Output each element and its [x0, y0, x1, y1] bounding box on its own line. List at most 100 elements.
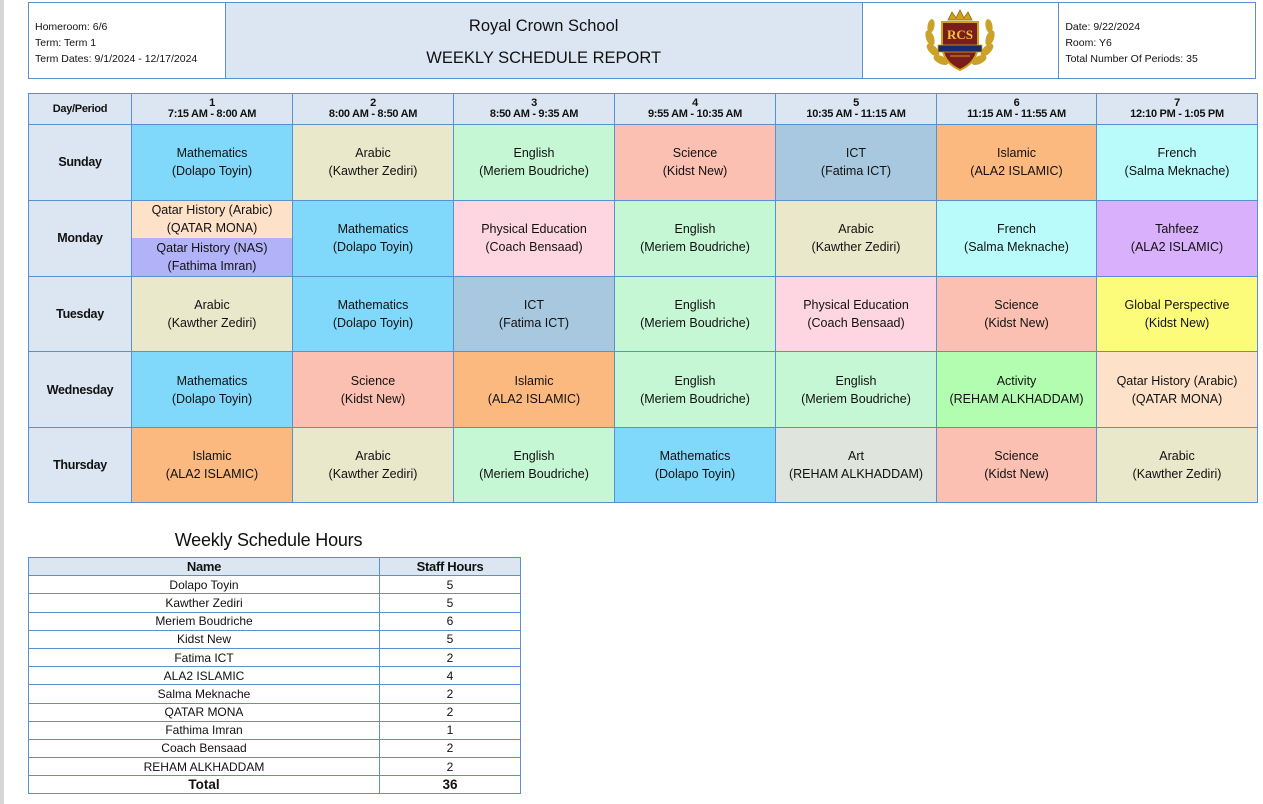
- hours-row: REHAM ALKHADDAM 2: [28, 757, 521, 777]
- day-row-sunday: Sunday Mathematics (Dolapo Toyin) Arabic (Ka…: [28, 124, 1258, 201]
- day-row-wednesday: Wednesday Mathematics (Dolapo Toyin) Scienc…: [28, 351, 1258, 428]
- period-time: 8:50 AM - 9:35 AM: [489, 108, 579, 120]
- class-cell: Islamic (ALA2 ISLAMIC): [936, 124, 1097, 201]
- subject-name: Science: [350, 373, 396, 388]
- period-time: 9:55 AM - 10:35 AM: [647, 108, 743, 120]
- teacher-name: (Coach Bensaad): [807, 316, 905, 331]
- class-cell: Art (REHAM ALKHADDAM): [775, 426, 937, 504]
- teacher-name: (Meriem Boudriche): [801, 391, 911, 406]
- teacher-name: (Kawther Zediri): [328, 164, 418, 179]
- subject-name: Qatar History (Arabic): [151, 203, 273, 218]
- period-header-row: Day/Period 1 7:15 AM - 8:00 AM 2 8:00 AM -…: [28, 93, 1258, 125]
- period-header: 2 8:00 AM - 8:50 AM: [292, 93, 454, 125]
- class-cell: Science (Kidst New): [614, 124, 776, 201]
- subject-name: English: [674, 373, 716, 388]
- class-cell: English (Meriem Boudriche): [614, 275, 776, 353]
- teacher-name: (REHAM ALKHADDAM): [949, 391, 1084, 406]
- period-number: 6: [1013, 97, 1020, 109]
- schedule-grid: Day/Period 1 7:15 AM - 8:00 AM 2 8:00 AM -…: [28, 93, 1258, 504]
- staff-name: Meriem Boudriche: [28, 611, 380, 631]
- period-time: 11:15 AM - 11:55 AM: [967, 108, 1066, 120]
- staff-hours: 5: [379, 593, 521, 613]
- subject-name: Tahfeez: [1155, 222, 1199, 237]
- hours-row: ALA2 ISLAMIC 4: [28, 666, 521, 686]
- teacher-name: (Kidst New): [1144, 316, 1210, 331]
- report-title: WEEKLY SCHEDULE REPORT: [426, 49, 662, 67]
- staff-name: QATAR MONA: [28, 702, 380, 722]
- teacher-name: (ALA2 ISLAMIC): [970, 164, 1063, 179]
- period-header: 3 8:50 AM - 9:35 AM: [453, 93, 615, 125]
- staff-hours: 5: [379, 629, 521, 649]
- staff-name: Kawther Zediri: [28, 593, 380, 613]
- subject-name: Physical Education: [803, 298, 909, 313]
- hours-table: Name Staff Hours Dolapo Toyin 5 Kawther Ze…: [28, 556, 521, 795]
- class-cell: Physical Education (Coach Bensaad): [453, 199, 615, 277]
- class-cell: Tahfeez (ALA2 ISLAMIC): [1096, 199, 1258, 277]
- day-label: Thursday: [28, 426, 132, 504]
- staff-hours: 2: [379, 702, 521, 722]
- staff-hours: 4: [379, 666, 521, 686]
- hours-row: Fatima ICT 2: [28, 647, 521, 668]
- period-time: 12:10 PM - 1:05 PM: [1130, 108, 1224, 120]
- subject-name: Science: [994, 449, 1039, 464]
- term-dates-text: Term Dates: 9/1/2024 - 12/17/2024: [35, 53, 198, 65]
- day-row-monday: Monday Qatar History (Arabic) (QATAR MONA)…: [28, 199, 1258, 277]
- teacher-name: (REHAM ALKHADDAM): [788, 467, 924, 482]
- teacher-name: (Meriem Boudriche): [479, 467, 589, 482]
- staff-name: Kidst New: [28, 629, 380, 649]
- subject-name: ICT: [845, 146, 867, 161]
- subject-name: English: [835, 373, 877, 388]
- class-cell: Islamic (ALA2 ISLAMIC): [453, 351, 615, 428]
- class-cell: French (Salma Meknache): [1096, 124, 1258, 201]
- subject-name: Arabic: [1159, 449, 1195, 464]
- class-cell: English (Meriem Boudriche): [453, 124, 615, 201]
- name-column-header: Name: [28, 556, 380, 577]
- subject-name: English: [513, 146, 555, 161]
- teacher-name: (Dolapo Toyin): [332, 316, 414, 331]
- hours-header-row: Name Staff Hours: [28, 556, 521, 577]
- date-text: Date: 9/22/2024: [1065, 21, 1141, 33]
- staff-name: Coach Bensaad: [28, 738, 380, 759]
- school-logo: RCS: [863, 3, 1060, 78]
- staff-hours: 2: [379, 684, 521, 704]
- staff-hours: 2: [379, 757, 521, 777]
- teacher-name: (Dolapo Toyin): [171, 164, 253, 179]
- subject-name: English: [674, 298, 716, 313]
- period-time: 7:15 AM - 8:00 AM: [167, 108, 257, 120]
- period-time: 10:35 AM - 11:15 AM: [806, 108, 906, 120]
- class-cell: Mathematics (Dolapo Toyin): [614, 426, 776, 504]
- day-label: Wednesday: [28, 351, 132, 428]
- class-cell: Qatar History (Arabic) (QATAR MONA): [1096, 351, 1258, 428]
- subject-name: Physical Education: [481, 222, 587, 237]
- hours-column-header: Staff Hours: [379, 556, 521, 577]
- subject-name: Mathematics: [176, 373, 248, 388]
- hours-row: Kidst New 5: [28, 629, 521, 649]
- teacher-name: (QATAR MONA): [166, 221, 258, 236]
- teacher-name: (Fathima Imran): [167, 259, 257, 274]
- header-left-info: Homeroom: 6/6 Term: Term 1 Term Dates: 9…: [29, 3, 226, 78]
- subject-name: Arabic: [194, 298, 230, 313]
- crest-logo-icon: RCS: [925, 8, 996, 71]
- teacher-name: (ALA2 ISLAMIC): [487, 391, 581, 406]
- class-cell: Arabic (Kawther Zediri): [131, 275, 293, 353]
- staff-hours: 2: [379, 738, 521, 759]
- day-row-tuesday: Tuesday Arabic (Kawther Zediri) Mathematics…: [28, 275, 1258, 353]
- staff-name: Dolapo Toyin: [28, 575, 380, 595]
- class-cell: ICT (Fatima ICT): [453, 275, 615, 353]
- hours-row: Salma Meknache 2: [28, 684, 521, 704]
- class-half-bottom: Qatar History (NAS) (Fathima Imran): [132, 238, 292, 276]
- logo-monogram: RCS: [947, 27, 973, 42]
- subject-name: Qatar History (Arabic): [1116, 373, 1238, 388]
- period-number: 1: [209, 97, 215, 109]
- subject-name: Arabic: [355, 146, 391, 161]
- period-header: 5 10:35 AM - 11:15 AM: [775, 93, 937, 125]
- hours-row: QATAR MONA 2: [28, 702, 521, 722]
- subject-name: Global Perspective: [1124, 298, 1230, 313]
- hours-row: Fathima Imran 1: [28, 720, 521, 740]
- hours-row: Kawther Zediri 5: [28, 593, 521, 613]
- class-cell: Arabic (Kawther Zediri): [775, 199, 937, 277]
- teacher-name: (Dolapo Toyin): [332, 240, 414, 255]
- total-label: Total: [28, 775, 380, 795]
- teacher-name: (Kidst New): [662, 164, 728, 179]
- class-cell: Arabic (Kawther Zediri): [292, 124, 454, 201]
